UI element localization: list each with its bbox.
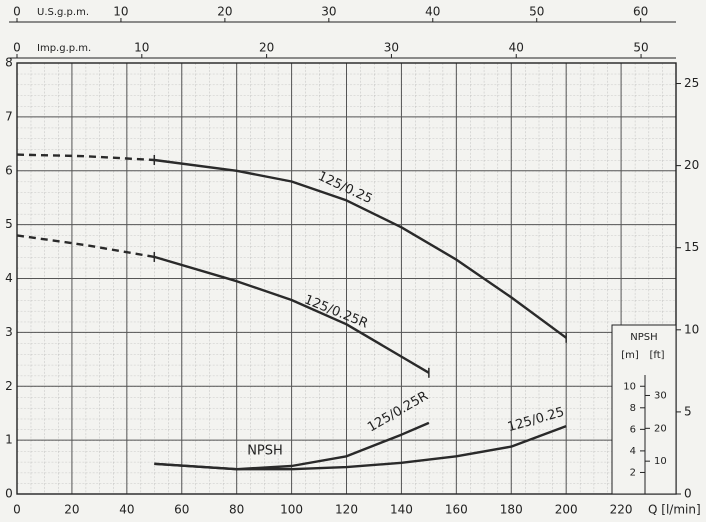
x-tick-label: 40: [119, 503, 134, 517]
npsh-m-tick-label: 4: [630, 446, 636, 457]
y-tick-label: 6: [5, 163, 13, 177]
top-tick-label: 60: [633, 5, 648, 19]
npsh-m-tick-label: 8: [630, 403, 636, 414]
y-tick-label: 8: [5, 56, 13, 70]
x-tick-label: 60: [174, 503, 189, 517]
x-tick-label: 20: [64, 503, 79, 517]
top-tick-label: 30: [321, 5, 336, 19]
top-tick-label: 10: [113, 5, 128, 19]
top-tick-label: 40: [509, 41, 524, 55]
y2-tick-label: 10: [684, 322, 699, 336]
top-tick-label: 50: [633, 41, 648, 55]
y-tick-label: 0: [5, 487, 13, 501]
x-tick-label: 180: [500, 503, 523, 517]
curve: [16, 153, 155, 162]
npsh-title: NPSH: [630, 332, 657, 343]
y-tick-label: 4: [5, 271, 13, 285]
npsh-ft-tick-label: 10: [654, 456, 667, 467]
npsh-box: [611, 324, 677, 495]
plot-frame: [16, 62, 677, 495]
top-tick-label: 20: [259, 41, 274, 55]
y2-tick-label: 0: [684, 487, 692, 501]
npsh-m-tick-label: 10: [623, 381, 636, 392]
top-tick-label: 0: [13, 41, 21, 55]
y-tick-label: 3: [5, 325, 13, 339]
x-tick-label: 140: [390, 503, 413, 517]
x-tick-label: 200: [555, 503, 578, 517]
top-tick-label: 10: [134, 41, 149, 55]
y-tick-label: 7: [5, 109, 13, 123]
npsh-curve-label: NPSH: [247, 444, 283, 459]
top-tick-label: 30: [384, 41, 399, 55]
y2-tick-label: 5: [684, 404, 692, 418]
curve: [153, 255, 430, 374]
y-tick-label: 2: [5, 379, 13, 393]
top-tick-label: 40: [425, 5, 440, 19]
npsh-ft-label: [ft]: [649, 350, 664, 361]
top-tick-label: 0: [13, 5, 21, 19]
npsh-m-tick-label: 2: [630, 467, 636, 478]
y-tick-label: 5: [5, 217, 13, 231]
x-axis-label: Q [l/min]: [648, 503, 701, 517]
y-tick-label: 1: [5, 433, 13, 447]
npsh-m-tick-label: 6: [630, 424, 636, 435]
top-axis-label: U.S.g.p.m.: [37, 7, 89, 18]
top-axis-label: Imp.g.p.m.: [37, 43, 91, 54]
npsh-m-label: [m]: [621, 350, 639, 361]
curve: [154, 158, 567, 339]
x-tick-label: 120: [335, 503, 358, 517]
y2-tick-label: 25: [684, 76, 699, 90]
npsh-ft-tick-label: 20: [654, 423, 667, 434]
x-tick-label: 80: [229, 503, 244, 517]
x-tick-label: 160: [445, 503, 468, 517]
x-tick-label: 0: [13, 503, 21, 517]
npsh-ft-tick-label: 30: [654, 390, 667, 401]
top-tick-label: 20: [217, 5, 232, 19]
x-tick-label: 220: [610, 503, 633, 517]
y2-tick-label: 15: [684, 240, 699, 254]
top-tick-label: 50: [529, 5, 544, 19]
x-tick-label: 100: [280, 503, 303, 517]
curve: [154, 424, 567, 471]
y2-tick-label: 20: [684, 158, 699, 172]
